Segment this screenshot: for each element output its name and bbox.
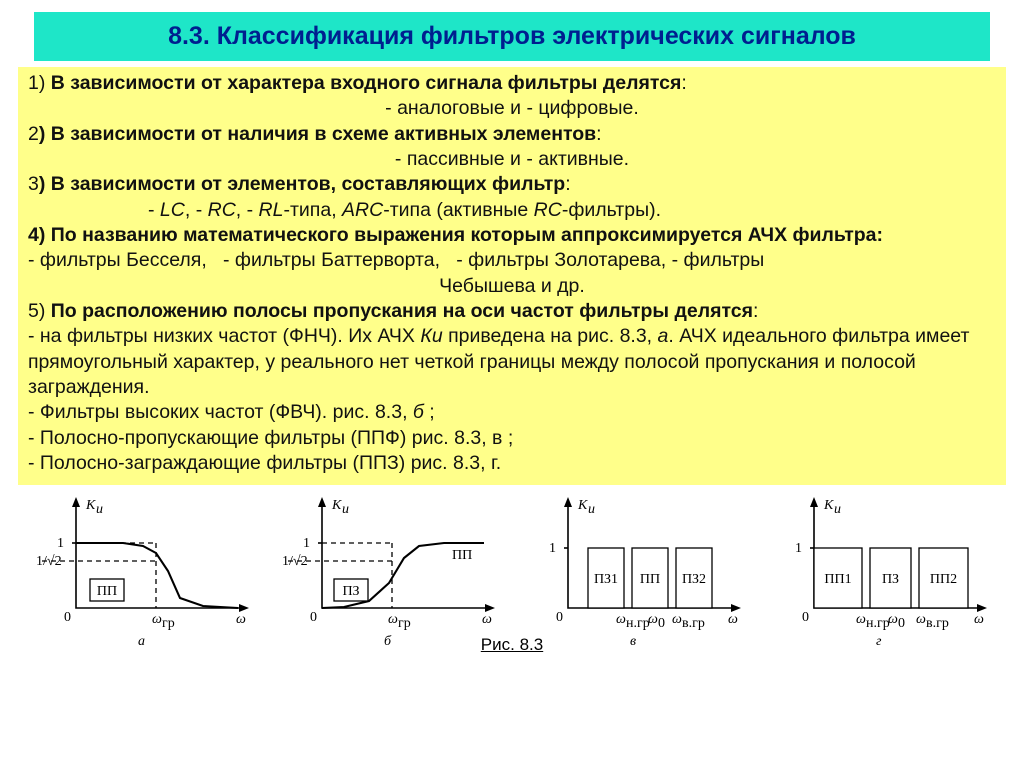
tick-zero-d: 0	[802, 610, 809, 625]
svg-text:ПЗ2: ПЗ2	[682, 572, 706, 587]
letter-a: а	[138, 634, 145, 649]
l3-pre: -	[148, 199, 160, 221]
svg-text:ПП2: ПП2	[930, 572, 957, 587]
l3-at1: -типа (активные	[383, 199, 533, 221]
tick-one-d: 1	[795, 541, 802, 556]
svg-text:ПП: ПП	[640, 572, 660, 587]
x-label-c: ω	[728, 612, 738, 627]
tick-zero: 0	[64, 610, 71, 625]
l3-arc: ARC	[342, 199, 383, 221]
svg-text:и: и	[96, 502, 103, 517]
l7-2: ;	[429, 401, 434, 423]
line5-bold: По расположению полосы пропускания на ос…	[51, 300, 753, 322]
l6a: - на фильтры низких частот (ФНЧ). Их АЧХ	[28, 325, 420, 347]
l3-rc2: RC	[534, 199, 562, 221]
svg-text:н.гр: н.гр	[626, 616, 650, 631]
line3-sub: - LC, - RC, - RL-типа, ARC-типа (активны…	[28, 198, 996, 223]
svg-text:и: и	[588, 502, 595, 517]
line6: - на фильтры низких частот (ФНЧ). Их АЧХ…	[28, 324, 996, 400]
svg-text:ω: ω	[856, 612, 866, 627]
label-pz-b: ПЗ	[342, 584, 359, 599]
l3-lc: LC	[160, 199, 185, 221]
svg-text:гр: гр	[162, 616, 175, 631]
svg-text:ω: ω	[672, 612, 682, 627]
tick-one-b: 1	[303, 536, 310, 551]
svg-text:гр: гр	[398, 616, 411, 631]
svg-text:ПП1: ПП1	[824, 572, 851, 587]
l7: - Фильтры высоких частот (ФВЧ). рис. 8.3…	[28, 401, 413, 423]
svg-text:в.гр: в.гр	[682, 616, 705, 631]
line2-tail: :	[596, 123, 601, 145]
x-label-a: ω	[236, 612, 246, 627]
line7: - Фильтры высоких частот (ФВЧ). рис. 8.3…	[28, 400, 996, 425]
svg-text:K: K	[331, 498, 342, 513]
line4-sub: - фильтры Бесселя, - фильтры Баттерворта…	[28, 248, 996, 299]
line3-bold: ) В зависимости от элементов, составляющ…	[39, 173, 565, 195]
l3-at2: -фильтры).	[562, 199, 661, 221]
slide-title: 8.3. Классификация фильтров электрически…	[34, 12, 990, 61]
line1-sub: - аналоговые и - цифровые.	[28, 96, 996, 121]
x-label-d: ω	[974, 612, 984, 627]
svg-text:ω: ω	[388, 612, 398, 627]
svg-text:ПЗ: ПЗ	[882, 572, 899, 587]
l6a-it: Ки	[420, 325, 442, 347]
slide: 8.3. Классификация фильтров электрически…	[0, 12, 1024, 780]
chart-highpass: Kи 1 1/√2 0 ПЗ ПП ωгр ω б	[274, 493, 504, 653]
tick-invsqrt2: 1/√2	[36, 554, 62, 569]
svg-text:и: и	[342, 502, 349, 517]
svg-text:н.гр: н.гр	[866, 616, 890, 631]
line4: 4) По названию математического выражения…	[28, 223, 996, 248]
line3-tail: :	[565, 173, 570, 195]
tick-one-c: 1	[549, 541, 556, 556]
svg-text:0: 0	[658, 616, 665, 631]
line3-lead: 3	[28, 173, 39, 195]
line1-bold: В зависимости от характера входного сигн…	[51, 72, 682, 94]
tick-one: 1	[57, 536, 64, 551]
line9: - Полосно-заграждающие фильтры (ППЗ) рис…	[28, 451, 996, 476]
line5-lead: 5)	[28, 300, 51, 322]
svg-text:и: и	[834, 502, 841, 517]
svg-text:ω: ω	[916, 612, 926, 627]
svg-text:0: 0	[898, 616, 905, 631]
tick-zero-c: 0	[556, 610, 563, 625]
line2-lead: 2	[28, 123, 39, 145]
svg-text:ω: ω	[616, 612, 626, 627]
line2-bold: ) В зависимости от наличия в схеме актив…	[39, 123, 596, 145]
l7-it: б	[413, 401, 429, 423]
svg-text:K: K	[823, 498, 834, 513]
svg-text:K: K	[85, 498, 96, 513]
chart-lowpass: Kи 1 1/√2 0 ПП ωгр ω а	[28, 493, 258, 653]
line1-lead: 1)	[28, 72, 51, 94]
chart-bandpass: Kи 1 0 ПЗ1ПППЗ2 ω ωн.гр ω0 ωв.гр в	[520, 493, 750, 653]
label-pp-a: ПП	[97, 584, 117, 599]
l3-rc: RC	[208, 199, 236, 221]
svg-text:ω: ω	[648, 612, 658, 627]
l3-rl: RL	[259, 199, 284, 221]
letter-d: г	[876, 634, 882, 649]
l3-s2: , -	[236, 199, 259, 221]
svg-text:в.гр: в.гр	[926, 616, 949, 631]
letter-b: б	[384, 634, 392, 649]
l6a2: приведена на рис. 8.3,	[443, 325, 658, 347]
letter-c: в	[630, 634, 636, 649]
tick-zero-b: 0	[310, 610, 317, 625]
svg-text:ω: ω	[888, 612, 898, 627]
line1-tail: :	[681, 72, 686, 94]
l6a-it2: а	[658, 325, 669, 347]
line8: - Полосно-пропускающие фильтры (ППФ) рис…	[28, 426, 996, 451]
chart-bandstop: Kи 1 0 ПП1ПЗПП2 ω ωн.гр ω0 ωв.гр г	[766, 493, 996, 653]
label-pp-b: ПП	[452, 548, 472, 563]
line2-sub: - пассивные и - активные.	[28, 147, 996, 172]
line5-tail: :	[753, 300, 758, 322]
svg-text:K: K	[577, 498, 588, 513]
tick-invsqrt2-b: 1/√2	[282, 554, 308, 569]
x-label-b: ω	[482, 612, 492, 627]
charts-row: Kи 1 1/√2 0 ПП ωгр ω а	[28, 493, 996, 653]
l3-s1: , -	[185, 199, 208, 221]
svg-text:ω: ω	[152, 612, 162, 627]
svg-text:ПЗ1: ПЗ1	[594, 572, 618, 587]
l3-rlt: -типа,	[283, 199, 342, 221]
body-text: 1) В зависимости от характера входного с…	[18, 67, 1006, 485]
